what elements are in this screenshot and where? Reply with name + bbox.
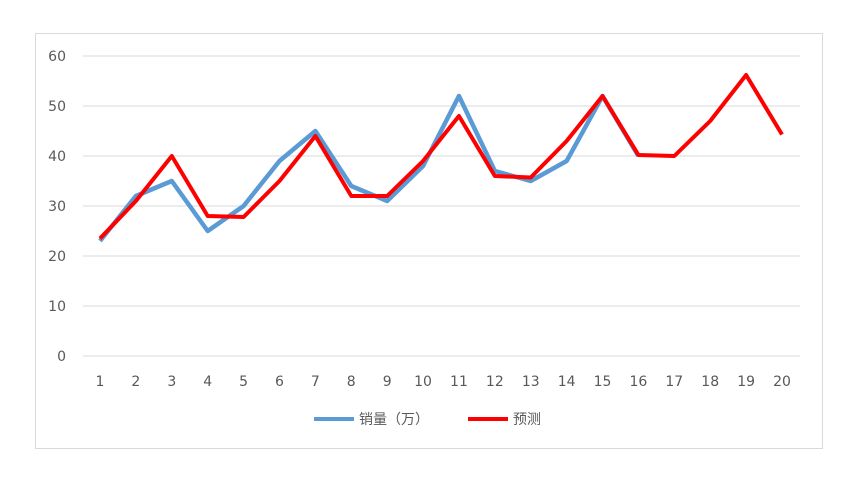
y-tick-label: 30 (48, 199, 66, 215)
y-tick-label: 0 (57, 349, 66, 365)
y-tick-label: 20 (48, 249, 66, 265)
x-tick-label: 18 (701, 374, 719, 390)
x-tick-label: 13 (522, 374, 540, 390)
x-tick-label: 9 (383, 374, 392, 390)
x-tick-label: 11 (450, 374, 468, 390)
y-tick-label: 50 (48, 99, 66, 115)
legend-label: 预测 (513, 412, 541, 428)
x-tick-label: 8 (347, 374, 356, 390)
x-tick-label: 20 (773, 374, 791, 390)
x-tick-label: 10 (414, 374, 432, 390)
x-tick-label: 5 (239, 374, 248, 390)
y-tick-label: 40 (48, 149, 66, 165)
x-tick-label: 4 (203, 374, 212, 390)
y-tick-label: 60 (48, 49, 66, 65)
x-tick-label: 17 (665, 374, 683, 390)
y-tick-label: 10 (48, 299, 66, 315)
x-tick-label: 7 (311, 374, 320, 390)
series-line-0 (98, 93, 641, 243)
x-tick-label: 2 (131, 374, 140, 390)
x-tick-label: 6 (275, 374, 284, 390)
legend-label: 销量（万） (359, 412, 429, 428)
x-tick-label: 14 (558, 374, 576, 390)
series-line-1 (98, 73, 784, 240)
x-tick-label: 12 (486, 374, 504, 390)
x-tick-label: 1 (96, 374, 105, 390)
x-tick-label: 3 (167, 374, 176, 390)
x-tick-label: 19 (737, 374, 755, 390)
chart-frame (35, 33, 823, 449)
x-tick-label: 15 (594, 374, 612, 390)
x-tick-label: 16 (630, 374, 648, 390)
